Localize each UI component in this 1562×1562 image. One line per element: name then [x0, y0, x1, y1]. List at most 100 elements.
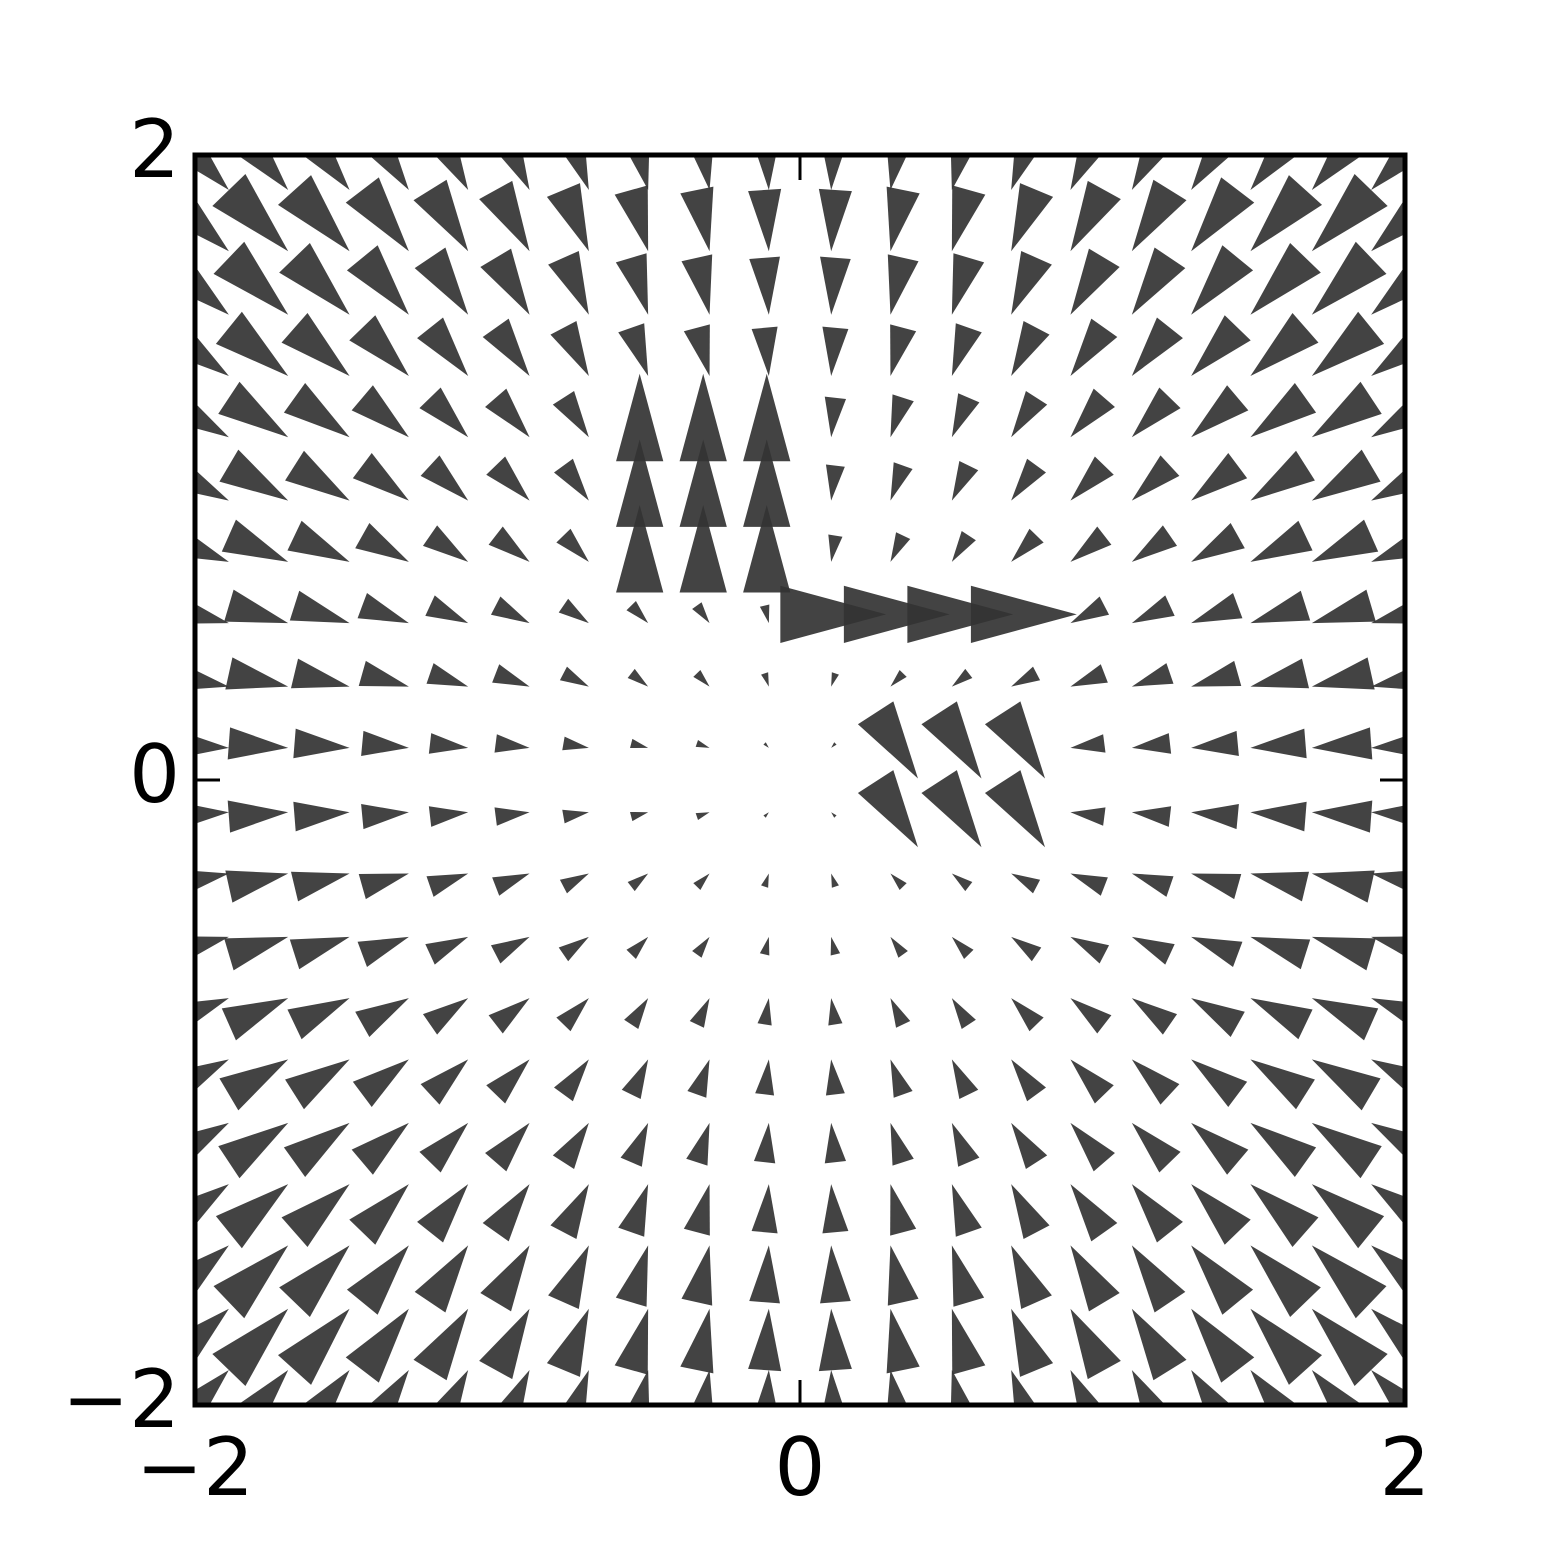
arrow: [1311, 381, 1382, 438]
arrow: [293, 728, 350, 759]
arrow: [488, 526, 530, 562]
arrow: [748, 1308, 782, 1372]
arrow: [1311, 870, 1375, 903]
plot-area: [195, 155, 1405, 1405]
arrow: [1250, 658, 1310, 689]
arrow: [692, 936, 710, 958]
arrow: [285, 1059, 350, 1110]
arrow: [757, 998, 772, 1026]
arrow: [1311, 519, 1379, 562]
arrow: [285, 450, 350, 501]
arrow: [355, 998, 409, 1037]
arrow: [490, 936, 530, 964]
arrow: [1191, 1370, 1232, 1405]
arrow: [558, 936, 589, 962]
arrow: [195, 1059, 229, 1091]
arrow: [368, 1370, 409, 1405]
arrow: [630, 738, 649, 749]
arrow: [743, 373, 791, 462]
arrow: [757, 155, 777, 190]
arrow: [1371, 736, 1405, 755]
arrow: [346, 245, 409, 315]
arrow: [907, 585, 1014, 643]
arrow: [302, 155, 350, 190]
arrow: [890, 998, 911, 1028]
arrow: [420, 455, 469, 501]
arrow: [1191, 523, 1245, 562]
arrow: [215, 311, 289, 376]
arrow: [195, 1245, 229, 1294]
arrow: [1131, 733, 1172, 754]
arrow: [1131, 179, 1187, 252]
arrow: [361, 730, 409, 757]
arrow: [831, 742, 837, 748]
arrow: [1250, 1184, 1319, 1248]
y-tick-label: −2: [62, 1353, 180, 1446]
arrow: [1131, 155, 1166, 190]
arrow: [293, 801, 350, 832]
arrow: [951, 185, 986, 252]
arrow: [358, 660, 409, 687]
arrow: [1070, 456, 1114, 501]
arrow: [620, 1122, 649, 1167]
arrow: [1371, 266, 1405, 315]
arrow: [1250, 520, 1313, 562]
arrow: [951, 393, 980, 438]
arrow: [1371, 998, 1405, 1023]
arrow: [1011, 458, 1047, 501]
arrow: [213, 1245, 289, 1319]
arrow: [1191, 1308, 1255, 1383]
arrow: [828, 998, 843, 1026]
arrow: [1311, 173, 1388, 252]
arrow: [1311, 1122, 1382, 1179]
arrow: [1011, 1122, 1048, 1170]
arrow: [559, 666, 589, 687]
arrow: [195, 1370, 229, 1405]
arrow: [482, 318, 530, 376]
arrow: [614, 185, 649, 252]
arrow: [494, 734, 530, 753]
arrow: [751, 1184, 778, 1234]
arrow: [830, 936, 841, 956]
arrow: [1070, 318, 1118, 376]
arrow: [237, 1370, 289, 1405]
arrow: [1070, 936, 1110, 964]
arrow: [425, 595, 469, 624]
arrow: [556, 998, 589, 1032]
arrow: [755, 1059, 775, 1096]
arrow: [693, 670, 710, 687]
arrow: [890, 1059, 913, 1098]
arrow: [277, 1308, 350, 1385]
arrow: [1371, 198, 1405, 252]
arrow: [1070, 873, 1108, 896]
arrow: [1011, 155, 1036, 190]
arrow: [195, 870, 229, 891]
arrow: [759, 936, 770, 956]
arrow: [1070, 596, 1110, 624]
arrow: [1070, 734, 1106, 753]
arrow: [683, 324, 710, 376]
arrow: [559, 873, 589, 894]
arrow: [492, 664, 530, 687]
arrow: [352, 1059, 409, 1107]
arrow: [1371, 1370, 1405, 1405]
arrow: [831, 873, 839, 888]
arrow: [479, 180, 530, 252]
arrow: [1011, 250, 1052, 315]
arrow: [345, 177, 409, 252]
arrow: [553, 458, 589, 501]
arrow: [488, 998, 530, 1034]
arrow: [1371, 334, 1405, 376]
arrow: [1371, 402, 1405, 438]
arrow: [1191, 1184, 1251, 1245]
arrow: [1250, 1245, 1321, 1318]
arrow: [221, 519, 289, 562]
arrow: [425, 936, 469, 965]
arrow: [195, 334, 229, 376]
arrow: [426, 663, 469, 687]
arrow: [485, 1122, 530, 1172]
arrow: [951, 323, 982, 376]
arrow: [225, 657, 289, 690]
arrow: [630, 811, 649, 822]
